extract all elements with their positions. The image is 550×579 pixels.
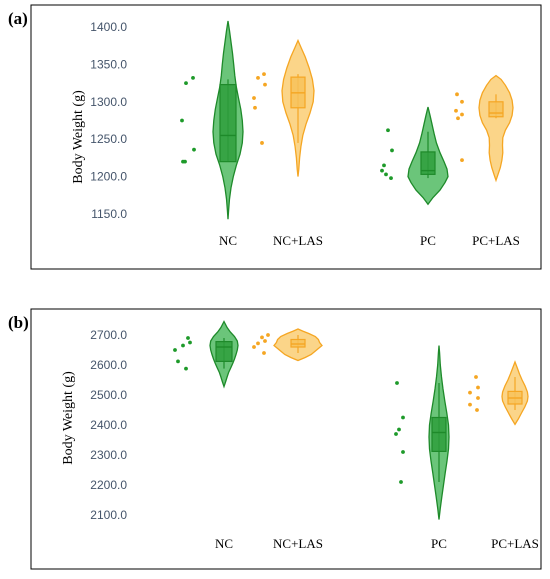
data-point-nc xyxy=(183,159,187,164)
panel-a: (a) Body Weight (g) 1150.0 1200.0 1250.0 13… xyxy=(8,4,542,270)
panel-b-y-axis-label: Body Weight (g) xyxy=(61,371,76,465)
panel-b: (b) Body Weight (g) 2100.0 2200.0 2300.0 24… xyxy=(8,308,542,570)
data-point-pc-las xyxy=(476,385,480,390)
data-point-pc xyxy=(380,168,384,173)
data-point-pc xyxy=(382,163,386,168)
panel-a-plot xyxy=(180,20,514,220)
data-point-pc-las xyxy=(456,116,460,121)
data-point-nc xyxy=(184,366,188,371)
data-point-nc xyxy=(188,340,192,345)
box-pc xyxy=(431,416,447,453)
box-pc xyxy=(420,151,436,175)
data-point-nc-las xyxy=(256,75,260,80)
data-point-pc xyxy=(397,427,401,432)
y-tick-label: 1200.0 xyxy=(90,170,127,184)
category-label-pc: PC xyxy=(420,233,436,248)
data-point-nc-las xyxy=(256,341,260,346)
y-tick-label: 1300.0 xyxy=(90,95,127,109)
data-point-pc-las xyxy=(475,408,479,412)
category-label-nc: NC xyxy=(215,536,233,551)
data-point-pc-las xyxy=(460,99,464,104)
y-tick-label: 2300.0 xyxy=(90,448,127,462)
data-point-pc-las xyxy=(454,108,458,113)
category-label-pc-las: PC+LAS xyxy=(472,233,520,248)
y-tick-label: 2600.0 xyxy=(90,358,127,372)
category-label-nc: NC xyxy=(219,233,237,248)
data-point-pc xyxy=(386,128,390,133)
data-point-pc-las xyxy=(455,92,459,97)
data-point-pc xyxy=(401,415,405,420)
data-point-pc-las xyxy=(468,390,472,395)
y-tick-label: 1150.0 xyxy=(91,207,127,221)
category-label-nc-las: NC+LAS xyxy=(273,536,323,551)
data-point-nc-las xyxy=(262,72,266,77)
data-point-pc-las xyxy=(474,375,478,379)
data-point-nc xyxy=(173,348,177,352)
data-point-pc xyxy=(384,172,388,177)
y-tick-label: 1350.0 xyxy=(90,57,127,71)
data-point-pc xyxy=(395,381,399,385)
data-point-nc-las xyxy=(262,351,266,355)
panel-b-category-labels: NC NC+LAS PC PC+LAS xyxy=(215,536,539,551)
data-point-pc-las xyxy=(460,112,464,117)
panel-a-frame xyxy=(30,4,542,270)
data-point-nc xyxy=(191,75,195,80)
y-tick-label: 2200.0 xyxy=(90,478,127,492)
panel-a-category-labels: NC NC+LAS PC PC+LAS xyxy=(219,233,520,248)
box-nc-las xyxy=(290,338,306,348)
data-point-pc xyxy=(394,432,398,436)
data-point-pc xyxy=(389,176,393,180)
data-point-nc-las xyxy=(266,333,270,337)
panel-b-y-ticks: 2100.0 2200.0 2300.0 2400.0 2500.0 2600.0 2700… xyxy=(90,328,127,522)
y-tick-label: 2700.0 xyxy=(90,328,127,342)
panel-a-y-axis-label: Body Weight (g) xyxy=(71,90,86,184)
panel-b-label: (b) xyxy=(8,313,29,332)
y-tick-label: 2400.0 xyxy=(90,418,127,432)
box-nc xyxy=(219,83,237,163)
data-point-nc xyxy=(176,359,180,364)
category-label-nc-las: NC+LAS xyxy=(273,233,323,248)
data-point-pc xyxy=(399,480,403,484)
box-pc-las xyxy=(488,101,504,118)
data-point-pc xyxy=(401,450,405,454)
data-point-nc-las xyxy=(260,141,264,145)
data-point-pc-las xyxy=(460,158,464,163)
data-point-nc xyxy=(184,81,188,85)
y-tick-label: 1250.0 xyxy=(90,132,127,146)
data-point-nc xyxy=(180,118,184,123)
data-point-nc-las xyxy=(263,339,267,343)
data-point-nc-las xyxy=(252,96,256,100)
box-nc xyxy=(215,341,233,363)
data-point-nc-las xyxy=(252,345,256,349)
y-tick-label: 2500.0 xyxy=(90,388,127,402)
data-point-pc xyxy=(390,148,394,153)
y-tick-label: 1400.0 xyxy=(90,20,127,34)
panel-a-label: (a) xyxy=(8,9,28,28)
data-point-nc xyxy=(192,147,196,152)
panel-b-frame xyxy=(30,308,542,570)
data-point-nc-las xyxy=(253,105,257,110)
data-point-pc-las xyxy=(476,396,480,400)
violin-pc-las xyxy=(478,74,514,183)
data-point-nc-las xyxy=(263,82,267,87)
y-tick-label: 2100.0 xyxy=(90,508,127,522)
data-point-nc-las xyxy=(260,335,264,340)
data-point-pc-las xyxy=(468,402,472,407)
data-point-nc xyxy=(186,336,190,340)
category-label-pc: PC xyxy=(431,536,447,551)
data-point-nc xyxy=(181,343,185,348)
panel-b-plot xyxy=(173,320,529,520)
panel-a-y-ticks: 1150.0 1200.0 1250.0 1300.0 1350.0 1400.0 xyxy=(90,20,127,221)
category-label-pc-las: PC+LAS xyxy=(491,536,539,551)
